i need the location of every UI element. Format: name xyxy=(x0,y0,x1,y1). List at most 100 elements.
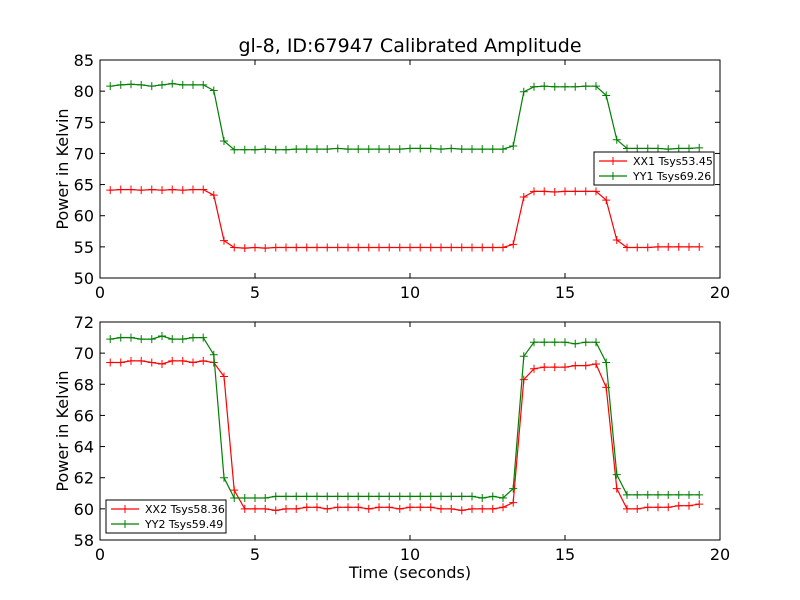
data-point xyxy=(127,356,135,365)
data-point xyxy=(240,145,249,154)
y-tick-label: 85 xyxy=(74,51,94,70)
y-tick-label: 72 xyxy=(74,313,94,332)
data-point xyxy=(540,363,549,372)
data-point xyxy=(406,503,414,512)
data-point xyxy=(189,185,197,194)
series-xx-2 xyxy=(106,356,704,515)
data-point xyxy=(581,82,590,91)
data-point xyxy=(457,506,466,515)
data-point xyxy=(643,503,652,512)
data-point xyxy=(375,243,383,252)
data-point xyxy=(478,504,487,513)
x-tick-label: 5 xyxy=(250,283,260,302)
data-point xyxy=(313,243,321,252)
data-point xyxy=(344,492,352,501)
bottom-plot-panel: 0 5 10 15 20 58 60 62 64 66 68 70 72 Power in Kelvin T… xyxy=(53,313,730,582)
legend-entry: YY2 Tsys59.49 xyxy=(144,518,223,531)
series-line xyxy=(110,335,700,499)
data-point xyxy=(189,333,197,342)
x-tick-label: 10 xyxy=(400,283,420,302)
data-point xyxy=(240,504,249,513)
data-point xyxy=(106,82,115,91)
legend-entry: XX1 Tsys53.45 xyxy=(633,155,713,168)
data-point xyxy=(643,243,652,252)
data-point xyxy=(261,244,270,253)
data-point xyxy=(633,490,642,499)
data-point xyxy=(106,358,115,367)
y-tick-label: 60 xyxy=(74,500,94,519)
legend: XX1 Tsys53.45 YY1 Tsys69.26 xyxy=(593,151,715,186)
data-point xyxy=(137,335,146,344)
data-point xyxy=(395,504,404,513)
data-point xyxy=(499,503,507,512)
data-point xyxy=(364,243,373,252)
data-point xyxy=(385,145,394,154)
data-point xyxy=(695,143,704,152)
data-point xyxy=(178,186,187,195)
data-point xyxy=(147,358,156,367)
data-point xyxy=(643,490,652,499)
top-plot-panel: 0 5 10 15 20 50 55 60 65 70 75 80 85 Power in Kelvin X… xyxy=(53,51,730,302)
data-point xyxy=(488,504,497,513)
data-point xyxy=(488,492,497,501)
chart-title: gl-8, ID:67947 Calibrated Amplitude xyxy=(238,35,581,57)
data-point xyxy=(519,352,528,361)
data-point xyxy=(571,361,580,370)
data-point xyxy=(240,244,249,253)
data-point xyxy=(416,503,425,512)
data-point xyxy=(488,243,497,252)
data-point xyxy=(199,356,208,365)
data-point xyxy=(354,503,363,512)
data-point xyxy=(116,185,125,194)
legend-marker xyxy=(121,520,129,528)
y-axis-label: Power in Kelvin xyxy=(53,108,72,229)
legend-entry: YY1 Tsys69.26 xyxy=(632,170,711,183)
data-point xyxy=(530,82,538,91)
series-line xyxy=(110,188,700,249)
data-point xyxy=(261,493,270,502)
data-point xyxy=(302,145,311,154)
data-point xyxy=(447,243,456,252)
data-point xyxy=(251,145,259,154)
data-point xyxy=(323,243,332,252)
data-point xyxy=(674,144,683,153)
data-point xyxy=(685,490,693,499)
data-point xyxy=(571,82,580,91)
data-point xyxy=(137,356,146,365)
data-point xyxy=(344,145,352,154)
data-point xyxy=(695,490,704,499)
data-point xyxy=(137,186,146,195)
data-point xyxy=(561,338,569,347)
data-point xyxy=(581,361,590,370)
data-point xyxy=(158,332,166,341)
data-point xyxy=(333,243,342,252)
data-point xyxy=(447,492,456,501)
data-point xyxy=(406,144,414,153)
series-line xyxy=(110,360,700,512)
data-point xyxy=(230,486,239,495)
data-point xyxy=(189,80,197,89)
data-point xyxy=(426,503,435,512)
y-tick-label: 70 xyxy=(74,144,94,163)
data-point xyxy=(416,492,425,501)
data-point xyxy=(199,333,208,342)
data-point xyxy=(674,501,683,510)
data-point xyxy=(685,501,693,510)
data-point xyxy=(354,145,363,154)
data-point xyxy=(271,506,280,515)
data-point xyxy=(158,80,166,89)
data-point xyxy=(385,243,394,252)
data-point xyxy=(499,145,507,154)
legend-box xyxy=(105,499,227,534)
data-point xyxy=(395,243,404,252)
data-point xyxy=(302,243,311,252)
data-point xyxy=(664,490,673,499)
series-line xyxy=(110,83,700,151)
data-point xyxy=(468,492,476,501)
data-point xyxy=(540,82,549,91)
data-point xyxy=(116,358,125,367)
series-xx-1 xyxy=(106,185,704,253)
data-point xyxy=(282,492,290,501)
x-axis-label: Time (seconds) xyxy=(348,563,471,582)
data-point xyxy=(364,492,373,501)
